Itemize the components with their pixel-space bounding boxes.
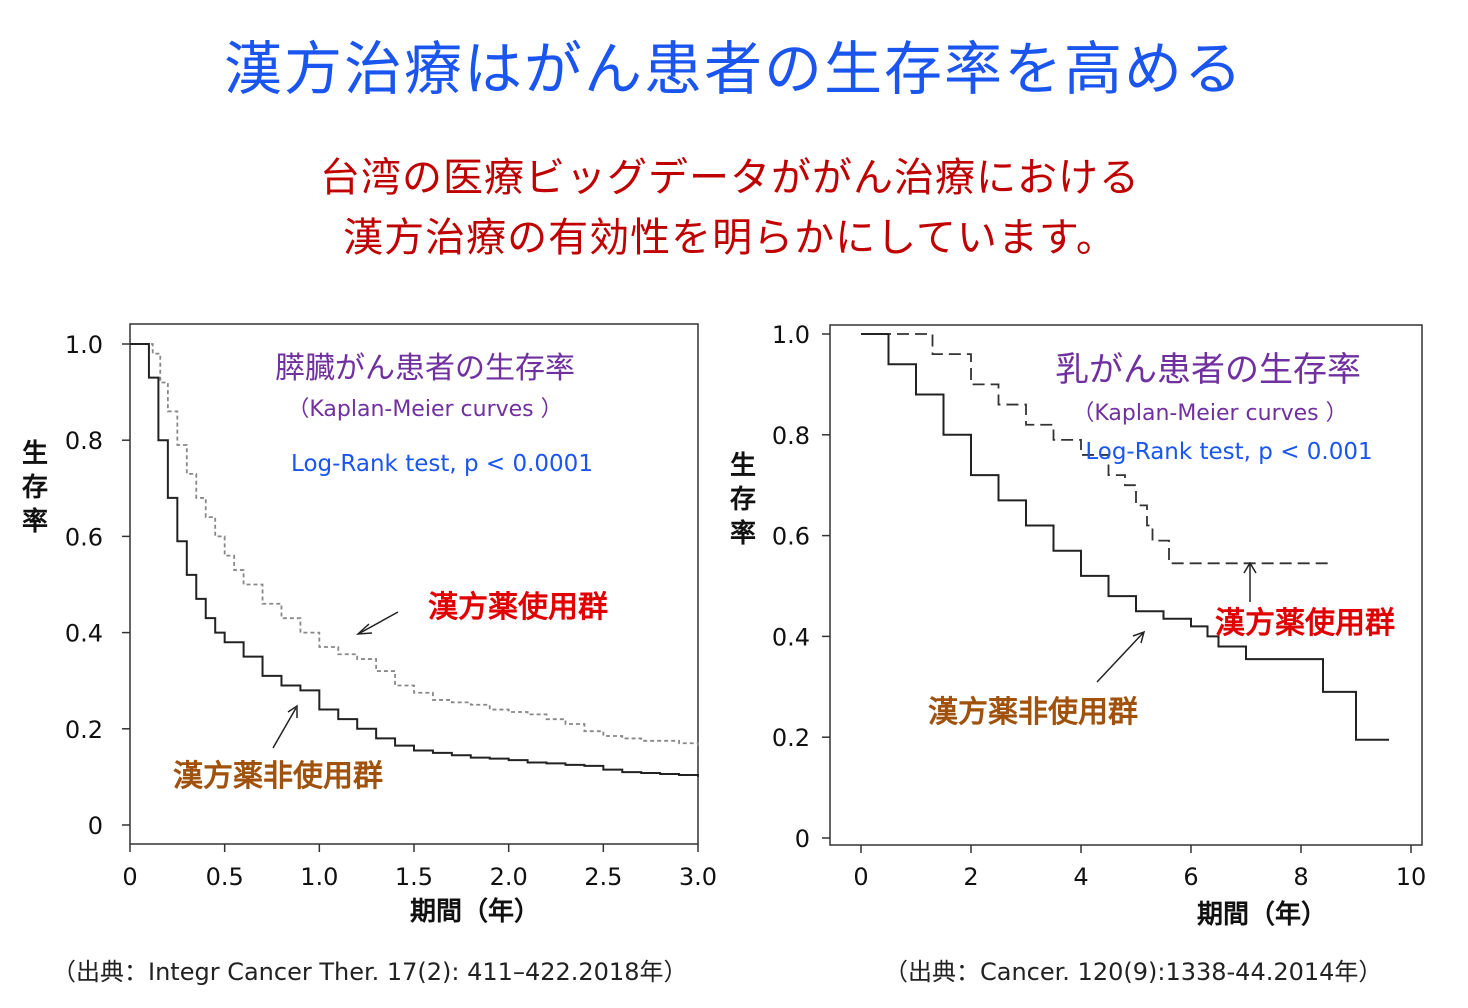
arrow-non-kampo — [272, 707, 297, 749]
survival-curve-kampo — [130, 343, 699, 746]
y-tick-label: 0.8 — [65, 427, 103, 455]
x-tick-label: 2.5 — [584, 863, 622, 891]
subtitle-line-2: 漢方治療の有効性を明らかにしています。 — [343, 215, 1117, 261]
series-label-non-kampo: 漢方薬非使用群 — [173, 759, 383, 794]
x-tick-label: 1.5 — [395, 863, 433, 891]
source-citation-left: （出典：Integr Cancer Ther. 17(2): 411–422.2… — [52, 958, 688, 986]
series-label-kampo: 漢方薬使用群 — [428, 590, 608, 625]
y-tick-label: 0.6 — [65, 523, 103, 551]
chart-subtitle: （Kaplan-Meier curves ） — [287, 397, 562, 422]
x-axis-label: 期間（年） — [410, 896, 540, 927]
y-axis-label: 生 存 率 — [22, 439, 48, 537]
x-tick-label: 3.0 — [679, 863, 717, 891]
subtitle-line-1: 台湾の医療ビッグデータががん治療における — [320, 155, 1140, 201]
arrow-head-kampo — [355, 623, 373, 635]
y-axis-label-char: 率 — [22, 506, 48, 537]
arrow-head-non-kampo — [287, 704, 298, 718]
x-tick-label: 0 — [122, 863, 137, 891]
x-tick-label: 0.5 — [206, 863, 244, 891]
y-tick-label: 0 — [88, 812, 103, 840]
survival-curve-non-kampo — [130, 343, 699, 777]
x-tick-label: 2.0 — [490, 863, 528, 891]
chart-title: 膵臓がん患者の生存率 — [275, 351, 575, 386]
page-title: 漢方治療はがん患者の生存率を高める — [223, 35, 1244, 103]
arrow-kampo — [359, 611, 399, 634]
y-tick-label: 1.0 — [65, 331, 103, 359]
stat-label: Log-Rank test, p < 0.0001 — [291, 451, 593, 477]
y-tick-label: 0.4 — [65, 620, 103, 648]
y-tick-label: 0.2 — [65, 716, 103, 744]
source-citation-right: （出典：Cancer. 120(9):1338-44.2014年） — [884, 958, 1383, 986]
y-axis-label-char: 生 — [22, 439, 48, 469]
x-tick-label: 1.0 — [300, 863, 338, 891]
y-axis-label-char: 存 — [22, 473, 48, 503]
